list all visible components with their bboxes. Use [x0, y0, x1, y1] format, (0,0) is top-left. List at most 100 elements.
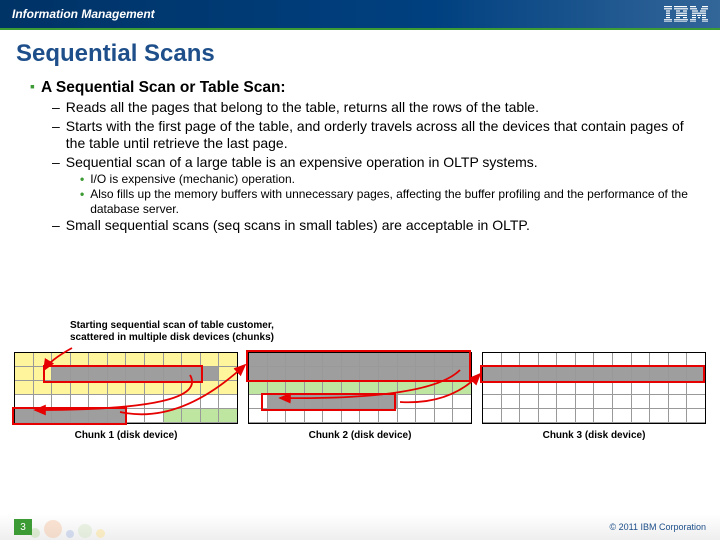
- grid-cell: [539, 381, 558, 395]
- grid-cell: [539, 353, 558, 367]
- grid-cell: [15, 353, 34, 367]
- grid-cell: [89, 381, 108, 395]
- grid-cell: [89, 353, 108, 367]
- grid-cell: [398, 409, 417, 423]
- grid-cell: [182, 381, 201, 395]
- grid-cell: [89, 395, 108, 409]
- grid-cell: [379, 367, 398, 381]
- grid-cell: [164, 395, 183, 409]
- grid-cell: [650, 409, 669, 423]
- grid-cell: [108, 353, 127, 367]
- sub-bullet: – Reads all the pages that belong to the…: [30, 99, 690, 117]
- grid-row: [15, 367, 237, 381]
- main-bullet-text: A Sequential Scan or Table Scan:: [41, 78, 286, 97]
- grid-cell: [323, 395, 342, 409]
- grid-cell: [219, 381, 237, 395]
- grid-cell: [453, 381, 471, 395]
- grid-cell: [613, 395, 632, 409]
- grid-cell: [594, 381, 613, 395]
- grid-cell: [323, 381, 342, 395]
- grid-cell: [164, 409, 183, 423]
- grid-cell: [34, 395, 53, 409]
- grid-cell: [286, 395, 305, 409]
- grid-cell: [219, 367, 237, 381]
- dash-icon: –: [52, 217, 60, 235]
- grid-cell: [249, 381, 268, 395]
- grid-row: [483, 367, 705, 381]
- grid-cell: [286, 367, 305, 381]
- grid-cell: [145, 367, 164, 381]
- grid-cell: [483, 381, 502, 395]
- grid-cell: [557, 395, 576, 409]
- sub-bullet: – Sequential scan of a large table is an…: [30, 154, 690, 172]
- grid-cell: [483, 353, 502, 367]
- dash-icon: –: [52, 99, 60, 117]
- grid-cell: [379, 395, 398, 409]
- grid-cell: [219, 395, 237, 409]
- page-number: 3: [14, 519, 32, 535]
- diagram-area: Starting sequential scan of table custom…: [0, 330, 720, 485]
- grid-cell: [632, 353, 651, 367]
- grid-cell: [15, 395, 34, 409]
- grid-cell: [182, 367, 201, 381]
- ibm-logo-icon: [664, 6, 708, 22]
- grid-cell: [398, 395, 417, 409]
- grid-cell: [613, 381, 632, 395]
- grid-cell: [145, 381, 164, 395]
- grid-cell: [71, 409, 90, 423]
- square-bullet-icon: ▪: [30, 78, 35, 97]
- grid-cell: [576, 381, 595, 395]
- grid-cell: [613, 353, 632, 367]
- grid-cell: [435, 367, 454, 381]
- grid-cell: [435, 353, 454, 367]
- grid-cell: [108, 381, 127, 395]
- grid-cell: [360, 409, 379, 423]
- dash-icon: –: [52, 154, 60, 172]
- grid-cell: [539, 395, 558, 409]
- grid-cell: [201, 367, 220, 381]
- main-bullet: ▪ A Sequential Scan or Table Scan:: [30, 78, 690, 97]
- grid-cell: [249, 395, 268, 409]
- chunk-grid: [14, 352, 238, 424]
- grid-cell: [305, 353, 324, 367]
- grid-cell: [360, 395, 379, 409]
- grid-cell: [576, 395, 595, 409]
- grid-cell: [576, 367, 595, 381]
- grid-cell: [416, 395, 435, 409]
- grid-cell: [71, 353, 90, 367]
- grid-cell: [453, 367, 471, 381]
- grid-cell: [219, 353, 237, 367]
- grid-cell: [613, 409, 632, 423]
- grid-row: [483, 381, 705, 395]
- chunk-label: Chunk 3 (disk device): [482, 430, 706, 441]
- grid-row: [249, 409, 471, 423]
- chunk-grid: [248, 352, 472, 424]
- grid-cell: [323, 353, 342, 367]
- grid-cell: [453, 409, 471, 423]
- grid-cell: [286, 381, 305, 395]
- grid-cell: [164, 353, 183, 367]
- grid-cell: [286, 353, 305, 367]
- grid-cell: [669, 367, 688, 381]
- grid-cell: [687, 381, 705, 395]
- grid-cell: [594, 367, 613, 381]
- grid-cell: [249, 367, 268, 381]
- grid-cell: [108, 409, 127, 423]
- grid-cell: [71, 395, 90, 409]
- grid-cell: [52, 381, 71, 395]
- chunk-1: Chunk 1 (disk device): [14, 352, 238, 441]
- brand-text: Information Management: [12, 7, 155, 21]
- grid-row: [15, 395, 237, 409]
- grid-cell: [360, 367, 379, 381]
- header-bar: Information Management: [0, 0, 720, 30]
- grid-cell: [379, 353, 398, 367]
- sub2-bullet: • I/O is expensive (mechanic) operation.: [30, 172, 690, 187]
- grid-cell: [557, 381, 576, 395]
- grid-cell: [483, 409, 502, 423]
- grid-cell: [632, 367, 651, 381]
- grid-cell: [145, 395, 164, 409]
- grid-cell: [249, 353, 268, 367]
- grid-cell: [669, 381, 688, 395]
- grid-cell: [687, 395, 705, 409]
- sub-text: Starts with the first page of the table,…: [66, 118, 690, 153]
